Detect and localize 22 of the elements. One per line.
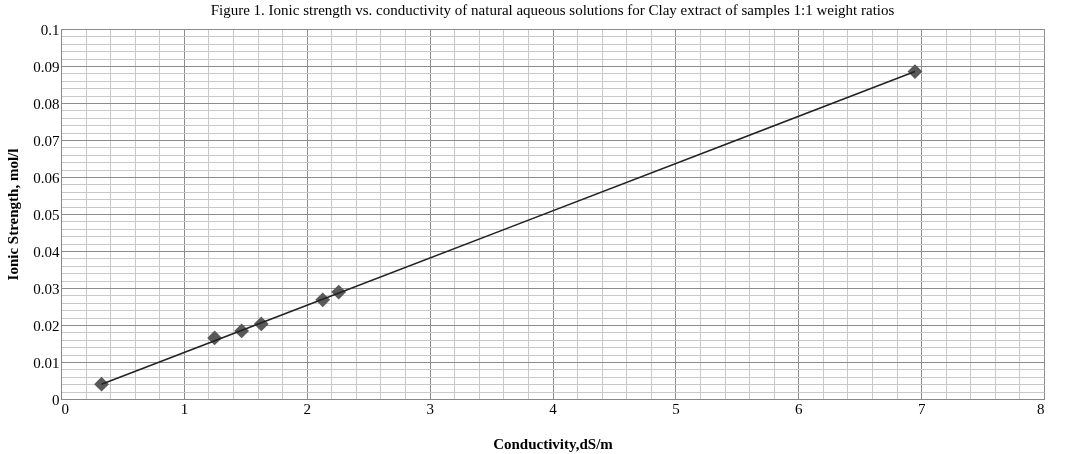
chart-title: Figure 1. Ionic strength vs. conductivity of natural aqueous solutions for Clay extract of samples 1:1 weight ratios [210,2,895,18]
y-tick-label: 0.06 [33,169,60,186]
y-tick-label: 0.1 [40,21,60,38]
x-tick-label: 6 [795,400,803,417]
y-axis-title: Ionic Strength, mol/l [5,148,22,281]
y-tick-label: 0.08 [33,95,60,112]
y-tick-label: 0.01 [33,354,60,371]
x-tick-label: 4 [549,400,558,417]
y-tick-label: 0.04 [33,243,60,260]
x-tick-label: 8 [1037,400,1045,417]
x-tick-label: 5 [672,400,680,417]
y-tick-label: 0.07 [33,132,60,149]
y-tick-label: 0.09 [33,58,60,75]
x-axis-title: Conductivity,dS/m [493,435,614,452]
y-tick-label: 0.03 [33,280,60,297]
y-tick-label: 0.02 [33,317,60,334]
point [94,376,109,392]
y-tick-label: 0.05 [33,206,60,223]
x-tick-label: 3 [426,400,434,417]
x-tick-label: 2 [303,400,311,417]
x-tick-label: 1 [180,400,189,417]
x-tick-label: 7 [917,400,926,417]
